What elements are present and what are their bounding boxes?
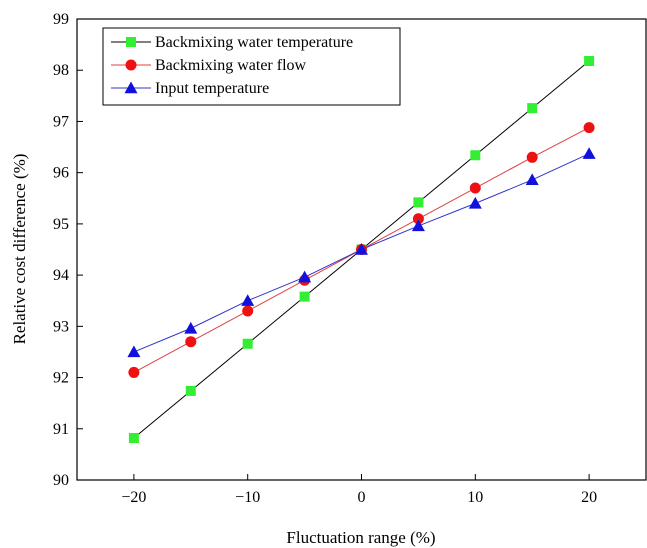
legend-label: Backmixing water flow <box>155 57 307 74</box>
legend-box <box>102 27 401 106</box>
y-tick-label: 95 <box>53 216 69 233</box>
data-point <box>526 151 538 163</box>
data-point <box>470 150 481 161</box>
y-tick-label: 99 <box>53 11 69 28</box>
legend-marker <box>126 37 136 47</box>
data-point <box>185 385 196 396</box>
y-tick-label: 92 <box>53 370 69 387</box>
legend-item: Input temperature <box>111 80 269 97</box>
data-point <box>242 338 253 349</box>
series-3 <box>127 147 596 358</box>
data-point <box>299 291 310 302</box>
x-tick-label: −10 <box>235 489 260 506</box>
series-layer <box>127 56 596 443</box>
data-point <box>127 345 141 358</box>
data-point <box>241 294 255 306</box>
data-point <box>527 103 538 114</box>
y-tick-label: 97 <box>53 113 69 130</box>
data-point <box>242 305 254 317</box>
y-tick-label: 96 <box>53 165 69 182</box>
data-point <box>411 219 425 232</box>
y-tick-label: 94 <box>53 267 69 284</box>
legend-item: Backmixing water temperature <box>111 34 353 51</box>
data-point <box>583 122 595 134</box>
data-point <box>184 321 198 334</box>
legend-marker <box>124 81 138 94</box>
y-tick-label: 93 <box>53 318 69 335</box>
data-point <box>582 147 596 159</box>
data-point <box>298 270 312 283</box>
legend-label: Backmixing water temperature <box>155 34 353 51</box>
data-point <box>185 336 197 348</box>
data-point <box>355 243 368 255</box>
data-point <box>128 366 140 378</box>
x-tick-label: −20 <box>121 489 146 506</box>
y-tick-label: 98 <box>53 62 69 79</box>
legend: Backmixing water temperature Backmixing w… <box>102 27 401 106</box>
x-axis-title: Fluctuation range (%) <box>286 528 435 547</box>
data-point <box>469 182 481 194</box>
data-point <box>412 213 424 225</box>
y-axis-ticks: 90 91 92 93 94 95 96 97 98 99 <box>53 11 83 489</box>
legend-item: Backmixing water flow <box>111 57 307 74</box>
data-point <box>525 173 539 186</box>
x-tick-label: 10 <box>467 489 483 506</box>
x-tick-label: 20 <box>581 489 597 506</box>
x-tick-label: 0 <box>358 489 366 506</box>
data-point <box>468 196 482 209</box>
y-axis-title: Relative cost difference (%) <box>10 154 29 345</box>
series-2 <box>128 122 595 378</box>
y-tick-label: 91 <box>53 421 69 438</box>
legend-label: Input temperature <box>155 80 269 97</box>
legend-marker <box>125 59 137 71</box>
x-axis-ticks: −20 −10 0 10 20 <box>121 474 597 506</box>
data-point <box>128 432 139 443</box>
y-tick-label: 90 <box>53 472 69 489</box>
data-point <box>413 197 424 208</box>
data-point <box>584 56 595 67</box>
